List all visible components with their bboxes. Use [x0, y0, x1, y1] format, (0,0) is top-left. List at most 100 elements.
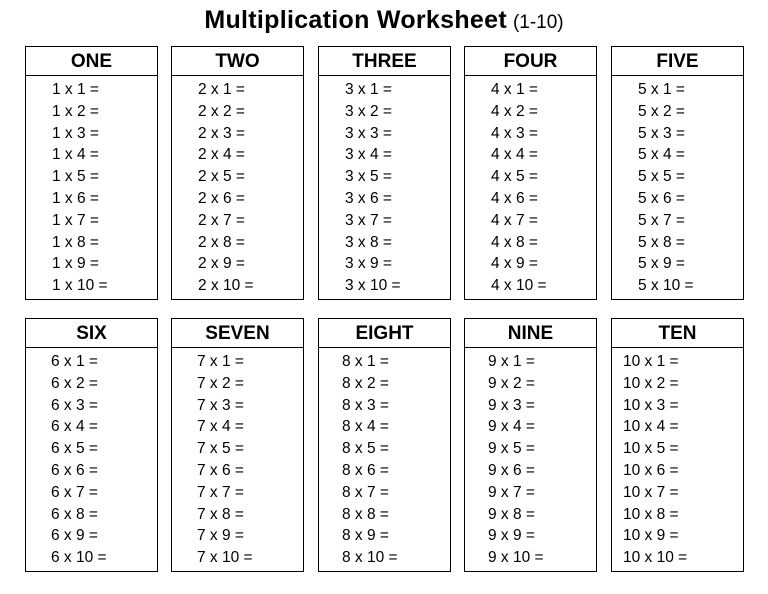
problem-row: 3 x 5 = [345, 168, 392, 186]
problem-row: 6 x 4 = [51, 418, 98, 436]
problem-row: 9 x 2 = [488, 374, 535, 392]
times-table-box: FIVE 5 x 1 = 5 x 2 = 5 x 3 = 5 x 4 = 5 x 5 = 5… [611, 46, 744, 300]
problem-row: 5 x 10 = [638, 277, 694, 295]
problem-row: 10 x 7 = [623, 483, 679, 501]
problem-row: 5 x 1 = [638, 81, 685, 98]
problem-row: 8 x 3 = [342, 396, 389, 414]
problem-row: 2 x 7 = [198, 211, 245, 229]
problem-row: 7 x 7 = [197, 483, 244, 501]
problem-row: 6 x 1 = [51, 353, 98, 370]
problem-row: 9 x 7 = [488, 483, 535, 501]
problem-row: 1 x 9 = [52, 255, 99, 273]
problem-row: 10 x 8 = [623, 505, 679, 523]
problem-row: 4 x 1 = [491, 81, 538, 98]
table-heading: FOUR [465, 47, 596, 76]
times-table-box: FOUR 4 x 1 = 4 x 2 = 4 x 3 = 4 x 4 = 4 x 5 = 4… [464, 46, 597, 300]
problem-row: 2 x 4 = [198, 146, 245, 164]
table-rows: 6 x 1 = 6 x 2 = 6 x 3 = 6 x 4 = 6 x 5 = 6 x 6… [26, 348, 157, 569]
problem-row: 9 x 9 = [488, 527, 535, 545]
table-rows: 3 x 1 = 3 x 2 = 3 x 3 = 3 x 4 = 3 x 5 = 3 x 6… [319, 76, 450, 297]
problem-row: 9 x 1 = [488, 353, 535, 370]
table-heading: TEN [612, 319, 743, 348]
problem-row: 3 x 2 = [345, 102, 392, 120]
problem-row: 4 x 3 = [491, 124, 538, 142]
problem-row: 6 x 8 = [51, 505, 98, 523]
problem-row: 7 x 10 = [197, 549, 253, 567]
problem-row: 7 x 1 = [197, 353, 244, 370]
problem-row: 9 x 4 = [488, 418, 535, 436]
problem-row: 6 x 10 = [51, 549, 107, 567]
problem-row: 9 x 3 = [488, 396, 535, 414]
problem-row: 10 x 2 = [623, 374, 679, 392]
problem-row: 1 x 5 = [52, 168, 99, 186]
table-heading: THREE [319, 47, 450, 76]
table-rows: 7 x 1 = 7 x 2 = 7 x 3 = 7 x 4 = 7 x 5 = 7 x 6… [172, 348, 303, 569]
table-heading: SEVEN [172, 319, 303, 348]
times-table-box: NINE 9 x 1 = 9 x 2 = 9 x 3 = 9 x 4 = 9 x 5 = 9… [464, 318, 597, 572]
problem-row: 1 x 3 = [52, 124, 99, 142]
problem-row: 3 x 6 = [345, 189, 392, 207]
problem-row: 7 x 9 = [197, 527, 244, 545]
problem-row: 2 x 5 = [198, 168, 245, 186]
table-rows: 9 x 1 = 9 x 2 = 9 x 3 = 9 x 4 = 9 x 5 = 9 x 6… [465, 348, 596, 569]
times-table-box: THREE 3 x 1 = 3 x 2 = 3 x 3 = 3 x 4 = 3 x 5 =… [318, 46, 451, 300]
problem-row: 9 x 8 = [488, 505, 535, 523]
problem-row: 9 x 6 = [488, 461, 535, 479]
problem-row: 1 x 1 = [52, 81, 99, 98]
problem-row: 2 x 3 = [198, 124, 245, 142]
problem-row: 5 x 6 = [638, 189, 685, 207]
problem-row: 3 x 8 = [345, 233, 392, 251]
table-heading: NINE [465, 319, 596, 348]
problem-row: 2 x 1 = [198, 81, 245, 98]
problem-row: 8 x 6 = [342, 461, 389, 479]
problem-row: 6 x 6 = [51, 461, 98, 479]
problem-row: 2 x 2 = [198, 102, 245, 120]
problem-row: 6 x 2 = [51, 374, 98, 392]
table-rows: 10 x 1 = 10 x 2 = 10 x 3 = 10 x 4 = 10 x 5 =… [612, 348, 743, 569]
problem-row: 7 x 2 = [197, 374, 244, 392]
problem-row: 8 x 2 = [342, 374, 389, 392]
problem-row: 5 x 2 = [638, 102, 685, 120]
times-table-box: SIX 6 x 1 = 6 x 2 = 6 x 3 = 6 x 4 = 6 x 5 = 6 … [25, 318, 158, 572]
times-table-box: TEN 10 x 1 = 10 x 2 = 10 x 3 = 10 x 4 = 10 x … [611, 318, 744, 572]
table-rows: 2 x 1 = 2 x 2 = 2 x 3 = 2 x 4 = 2 x 5 = 2 x 6… [172, 76, 303, 297]
title-main: Multiplication Worksheet [204, 6, 507, 34]
times-table-box: EIGHT 8 x 1 = 8 x 2 = 8 x 3 = 8 x 4 = 8 x 5 =… [318, 318, 451, 572]
problem-row: 8 x 7 = [342, 483, 389, 501]
times-table-box: SEVEN 7 x 1 = 7 x 2 = 7 x 3 = 7 x 4 = 7 x 5 =… [171, 318, 304, 572]
problem-row: 3 x 3 = [345, 124, 392, 142]
problem-row: 10 x 1 = [623, 353, 679, 370]
table-heading: SIX [26, 319, 157, 348]
problem-row: 7 x 3 = [197, 396, 244, 414]
problem-row: 4 x 9 = [491, 255, 538, 273]
problem-row: 8 x 9 = [342, 527, 389, 545]
problem-row: 5 x 7 = [638, 211, 685, 229]
problem-row: 7 x 4 = [197, 418, 244, 436]
problem-row: 6 x 7 = [51, 483, 98, 501]
problem-row: 1 x 7 = [52, 211, 99, 229]
table-rows: 1 x 1 = 1 x 2 = 1 x 3 = 1 x 4 = 1 x 5 = 1 x 6… [26, 76, 157, 297]
problem-row: 5 x 4 = [638, 146, 685, 164]
problem-row: 5 x 9 = [638, 255, 685, 273]
problem-row: 7 x 6 = [197, 461, 244, 479]
problem-row: 4 x 5 = [491, 168, 538, 186]
title-range: (1-10) [512, 12, 564, 33]
problem-row: 6 x 3 = [51, 396, 98, 414]
problem-row: 4 x 4 = [491, 146, 538, 164]
problem-row: 1 x 8 = [52, 233, 99, 251]
problem-row: 7 x 8 = [197, 505, 244, 523]
problem-row: 2 x 9 = [198, 255, 245, 273]
problem-row: 8 x 8 = [342, 505, 389, 523]
table-heading: FIVE [612, 47, 743, 76]
problem-row: 9 x 10 = [488, 549, 544, 567]
problem-row: 3 x 9 = [345, 255, 392, 273]
problem-row: 3 x 1 = [345, 81, 392, 98]
problem-row: 1 x 10 = [52, 277, 108, 295]
table-rows: 8 x 1 = 8 x 2 = 8 x 3 = 8 x 4 = 8 x 5 = 8 x 6… [319, 348, 450, 569]
problem-row: 10 x 3 = [623, 396, 679, 414]
problem-row: 10 x 4 = [623, 418, 679, 436]
problem-row: 6 x 9 = [51, 527, 98, 545]
worksheet-title: Multiplication Worksheet (1-10) [0, 6, 768, 35]
problem-row: 9 x 5 = [488, 440, 535, 458]
table-heading: ONE [26, 47, 157, 76]
